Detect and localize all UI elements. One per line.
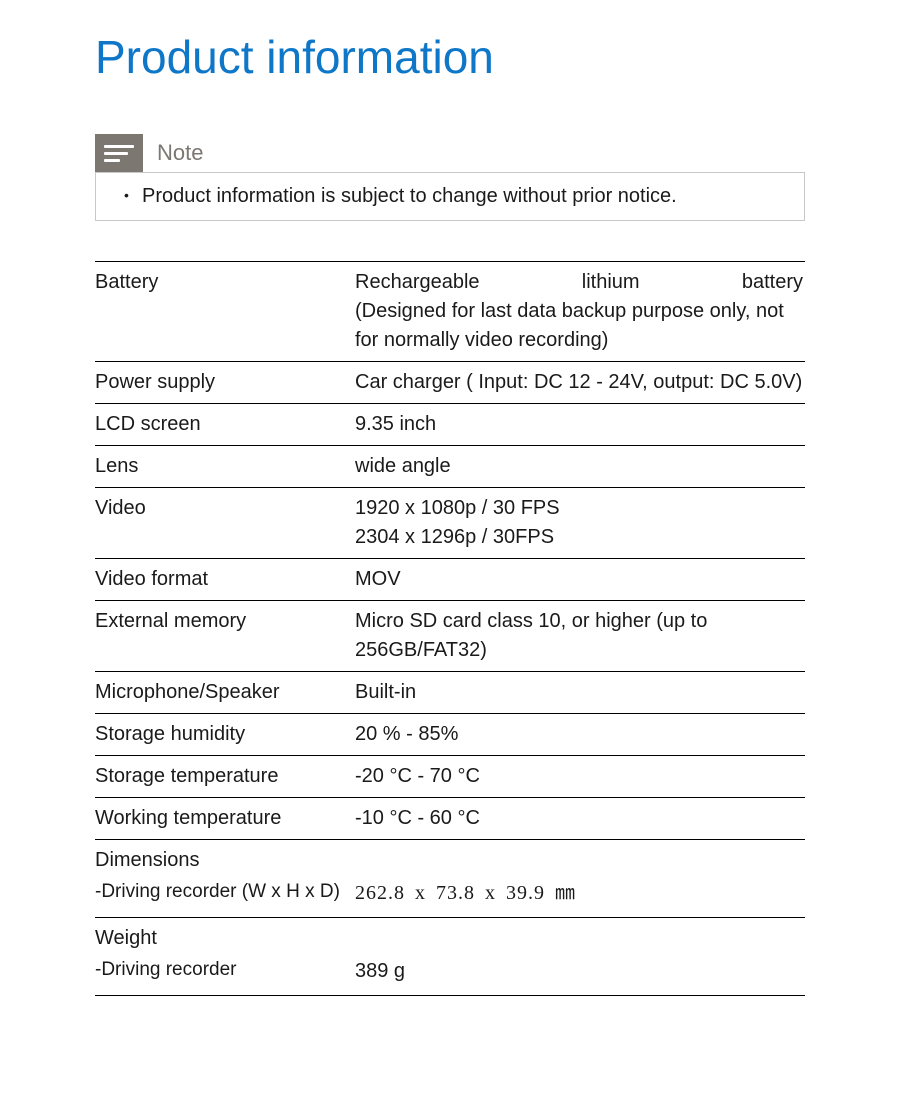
spec-row-lcd-screen: LCD screen 9.35 inch	[95, 404, 805, 446]
spec-label: Microphone/Speaker	[95, 678, 355, 707]
spec-sub-label: -Driving recorder	[95, 957, 355, 985]
spec-value: Micro SD card class 10, or higher (up to…	[355, 607, 803, 665]
spec-value: Built-in	[355, 678, 803, 707]
spec-value-line: (Designed for last data backup purpose o…	[355, 297, 803, 355]
spec-value: wide angle	[355, 452, 803, 481]
spec-value: 1920 x 1080p / 30 FPS 2304 x 1296p / 30F…	[355, 494, 803, 552]
spec-value-line: Rechargeable lithium battery	[355, 268, 803, 297]
spec-label: Weight	[95, 924, 355, 953]
spec-row-battery: Battery Rechargeable lithium battery (De…	[95, 262, 805, 362]
spec-label: LCD screen	[95, 410, 355, 439]
spec-row-weight: Weight	[95, 918, 805, 953]
spec-value	[355, 846, 803, 875]
spec-row-dimensions: Dimensions	[95, 840, 805, 875]
spec-row-lens: Lens wide angle	[95, 446, 805, 488]
spec-value: -10 °C - 60 °C	[355, 804, 803, 833]
note-item: Product information is subject to change…	[128, 185, 786, 208]
spec-row-storage-humidity: Storage humidity 20 % - 85%	[95, 714, 805, 756]
page-title: Product information	[95, 30, 805, 84]
spec-value: MOV	[355, 565, 803, 594]
spec-label: Storage humidity	[95, 720, 355, 749]
spec-label: Lens	[95, 452, 355, 481]
spec-value: 20 % - 85%	[355, 720, 803, 749]
spec-value-line: 1920 x 1080p / 30 FPS	[355, 494, 803, 523]
spec-row-working-temperature: Working temperature -10 °C - 60 °C	[95, 798, 805, 840]
spec-value: -20 °C - 70 °C	[355, 762, 803, 791]
spec-value: Car charger ( Input: DC 12 - 24V, output…	[355, 368, 803, 397]
spec-sub-label: -Driving recorder (W x H x D)	[95, 879, 355, 907]
spec-row-video: Video 1920 x 1080p / 30 FPS 2304 x 1296p…	[95, 488, 805, 559]
spec-sub-value: 389 g	[355, 957, 803, 985]
spec-label: Video format	[95, 565, 355, 594]
spec-sub-value: 262.8 x 73.8 x 39.9 ㎜	[355, 879, 803, 907]
spec-row-external-memory: External memory Micro SD card class 10, …	[95, 601, 805, 672]
spec-label: Storage temperature	[95, 762, 355, 791]
spec-row-video-format: Video format MOV	[95, 559, 805, 601]
spec-label: Working temperature	[95, 804, 355, 833]
spec-value	[355, 924, 803, 953]
spec-label: Dimensions	[95, 846, 355, 875]
spec-label: Battery	[95, 268, 355, 355]
note-icon	[95, 134, 143, 172]
spec-row-microphone-speaker: Microphone/Speaker Built-in	[95, 672, 805, 714]
note-label: Note	[157, 140, 203, 166]
note-header: Note	[95, 134, 805, 172]
spec-subrow-dimensions: -Driving recorder (W x H x D) 262.8 x 73…	[95, 875, 805, 918]
spec-label: Video	[95, 494, 355, 552]
spec-subrow-weight: -Driving recorder 389 g	[95, 953, 805, 996]
spec-value: 9.35 inch	[355, 410, 803, 439]
spec-table: Battery Rechargeable lithium battery (De…	[95, 261, 805, 996]
note-body: Product information is subject to change…	[95, 172, 805, 221]
spec-label: Power supply	[95, 368, 355, 397]
spec-row-storage-temperature: Storage temperature -20 °C - 70 °C	[95, 756, 805, 798]
spec-value: Rechargeable lithium battery (Designed f…	[355, 268, 803, 355]
note-block: Note Product information is subject to c…	[95, 134, 805, 221]
spec-row-power-supply: Power supply Car charger ( Input: DC 12 …	[95, 362, 805, 404]
spec-label: External memory	[95, 607, 355, 665]
spec-value-line: 2304 x 1296p / 30FPS	[355, 523, 803, 552]
